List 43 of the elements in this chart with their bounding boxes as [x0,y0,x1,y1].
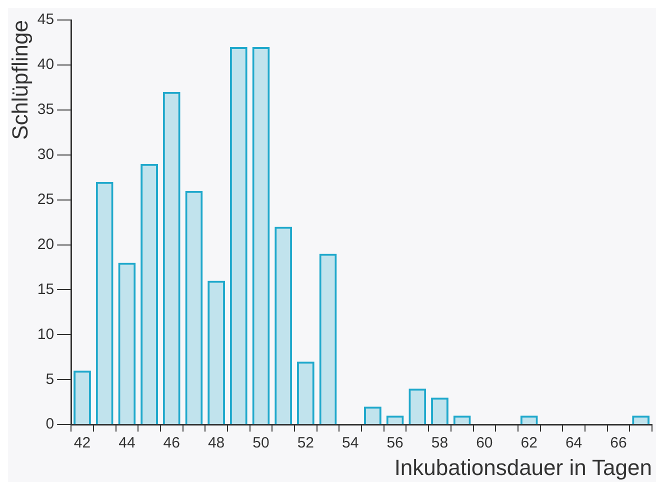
bar [230,46,248,424]
bar [453,416,471,424]
x-tick-label: 54 [342,434,359,452]
bar [185,190,203,424]
bar [431,398,448,424]
bar [386,416,404,424]
x-tick-label: 66 [610,434,627,452]
bar [208,280,226,424]
y-tick-label: 0 [46,416,54,433]
bar [274,226,292,424]
y-tick-label: 35 [37,101,54,118]
bar [74,370,91,424]
y-tick-label: 25 [37,190,54,208]
x-tick-label: 52 [297,434,314,452]
y-tick-label: 20 [37,236,54,253]
x-tick-label: 56 [386,434,404,452]
bar [162,92,180,424]
bar [520,416,538,424]
x-tick-label: 48 [208,434,225,452]
x-tick-label: 46 [163,434,180,452]
bar [118,262,136,424]
y-tick-label: 30 [37,146,54,164]
x-axis-title: Inkubationsdauer in Tagen [394,454,652,480]
x-tick-label: 64 [565,434,582,452]
bar [140,164,158,424]
x-tick-label: 60 [476,434,493,452]
y-tick-label: 10 [37,326,54,343]
y-tick-label: 15 [37,280,54,298]
x-tick-label: 58 [431,434,448,452]
bar [319,254,337,424]
bar [96,182,114,424]
y-tick-label: 5 [46,370,54,388]
y-tick-label: 40 [37,56,54,74]
x-tick-label: 44 [118,434,136,452]
x-tick-label: 62 [520,434,538,452]
bar [632,416,650,424]
x-tick-label: 42 [74,434,91,452]
x-tick-label: 50 [252,434,270,452]
y-axis-title: Schlüpflinge [7,20,32,140]
bar [296,362,314,424]
y-tick-label: 45 [37,11,54,28]
bar [252,46,270,424]
bar [408,388,426,424]
